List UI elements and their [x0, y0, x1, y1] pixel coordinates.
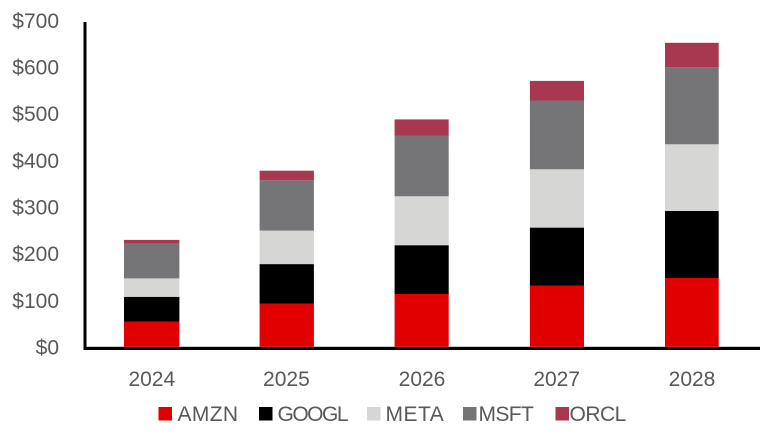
svg-text:$100: $100 [12, 290, 59, 313]
svg-text:META: META [386, 403, 445, 426]
svg-text:$400: $400 [12, 150, 59, 173]
svg-text:2025: 2025 [263, 368, 310, 391]
svg-text:ORCL: ORCL [570, 403, 626, 426]
svg-text:$0: $0 [36, 337, 59, 360]
svg-text:2024: 2024 [128, 368, 175, 391]
svg-text:$500: $500 [12, 103, 59, 126]
svg-text:AMZN: AMZN [178, 403, 239, 426]
svg-text:2028: 2028 [669, 368, 716, 391]
svg-text:2027: 2027 [533, 368, 580, 391]
svg-text:MSFT: MSFT [479, 403, 535, 426]
svg-text:$600: $600 [12, 57, 59, 80]
svg-text:GOOGL: GOOGL [278, 403, 348, 426]
svg-text:$300: $300 [12, 197, 59, 220]
svg-text:2026: 2026 [399, 368, 446, 391]
svg-text:$200: $200 [12, 243, 59, 266]
svg-text:$700: $700 [12, 10, 59, 33]
